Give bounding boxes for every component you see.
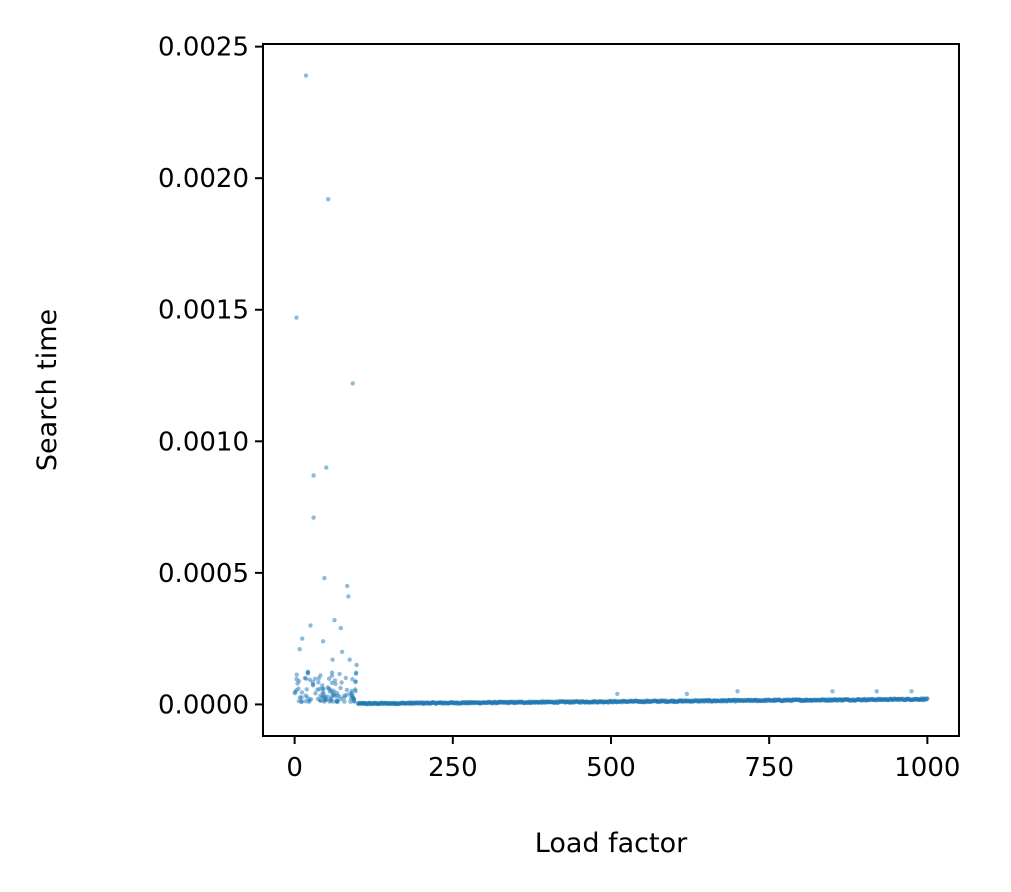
scatter-point (297, 647, 302, 652)
scatter-point (615, 691, 620, 697)
scatter-point (329, 673, 335, 678)
scatter-point (312, 676, 318, 681)
scatter-point (909, 689, 914, 694)
scatter-point (830, 689, 835, 694)
scatter-point (351, 697, 357, 702)
y-axis-label: Search time (32, 309, 63, 471)
x-tick-label: 250 (428, 753, 478, 783)
scatter-point (302, 675, 308, 681)
scatter-point (338, 685, 343, 691)
scatter-point (332, 618, 337, 623)
scatter-point (874, 689, 879, 694)
scatter-point (311, 515, 316, 520)
scatter-point (353, 689, 358, 694)
scatter-point (296, 699, 302, 704)
scatter-point (329, 670, 335, 675)
scatter-point (322, 698, 327, 703)
y-axis: 0.0000 0.0005 0.0010 0.0015 0.0020 0.0025 (158, 33, 263, 720)
scatter-point (333, 681, 338, 687)
scatter-point (318, 693, 323, 698)
x-tick-label: 1000 (894, 753, 960, 783)
scatter-point (315, 696, 321, 702)
scatter-point (684, 691, 690, 697)
scatter-point (311, 683, 316, 688)
scatter-point (308, 623, 313, 628)
x-axis-label: Load factor (535, 828, 688, 859)
scatter-point (353, 679, 358, 685)
scatter-point (303, 693, 308, 698)
scatter-point (299, 690, 305, 695)
x-tick-label: 750 (744, 753, 794, 783)
y-tick-label: 0.0010 (158, 427, 249, 457)
y-tick-label: 0.0025 (158, 33, 249, 63)
scatter-point (354, 662, 359, 668)
scatter-point (925, 696, 930, 701)
scatter-point (348, 691, 353, 696)
scatter-point (316, 676, 321, 681)
scatter-point (294, 672, 299, 677)
scatter-point (344, 687, 350, 693)
scatter-point (350, 677, 355, 682)
scatter-point (303, 699, 308, 704)
scatter-point (292, 691, 297, 696)
scatter-point (304, 687, 309, 692)
scatter-point (347, 657, 352, 662)
scatter-point (322, 694, 328, 699)
scatter-point (337, 671, 342, 677)
scatter-point (326, 676, 332, 681)
scatter-point (341, 695, 347, 700)
plot-frame (262, 43, 960, 737)
scatter-point (326, 197, 331, 202)
scatter-point (294, 315, 299, 320)
y-tick-label: 0.0000 (158, 690, 249, 720)
scatter-point (327, 699, 332, 704)
scatter-point (345, 583, 350, 589)
scatter-point (322, 575, 327, 581)
scatter-point (327, 689, 332, 694)
scatter-point (311, 473, 316, 478)
scatter-point (330, 692, 335, 698)
scatter-point (350, 381, 355, 386)
scatter-point (320, 639, 326, 644)
scatter-point (324, 465, 329, 470)
scatter-point (329, 680, 335, 685)
scatter-point (320, 686, 325, 691)
x-axis: 0 250 500 750 1000 (286, 736, 960, 783)
scatter-point (313, 691, 318, 696)
scatter-point (348, 699, 353, 704)
scatter-point (353, 671, 359, 676)
scatter-point (343, 675, 348, 681)
scatter-point (330, 657, 335, 662)
scatter-point (339, 680, 344, 685)
scatter-point (735, 689, 740, 694)
scatter-point (342, 699, 347, 704)
scatter-point (307, 698, 312, 703)
scatter-point (315, 687, 320, 692)
x-tick-label: 500 (586, 753, 636, 783)
scatter-point (300, 636, 305, 641)
scatter-point (332, 678, 338, 683)
scatter-point (305, 671, 311, 676)
scatter-point (320, 690, 325, 695)
scatter-points (292, 73, 930, 707)
scatter-point (316, 680, 321, 685)
y-tick-label: 0.0015 (158, 296, 249, 326)
y-tick-label: 0.0020 (158, 164, 249, 194)
scatter-point (297, 695, 303, 700)
scatter-point (339, 649, 345, 654)
scatter-point (334, 690, 340, 695)
scatter-point (335, 699, 340, 704)
scatter-point (338, 625, 343, 631)
scatter-point (346, 594, 351, 599)
scatter-point (294, 676, 299, 682)
scatter-point (303, 73, 309, 78)
x-tick-label: 0 (286, 753, 303, 783)
y-tick-label: 0.0005 (158, 559, 249, 589)
scatter-point (325, 685, 330, 690)
